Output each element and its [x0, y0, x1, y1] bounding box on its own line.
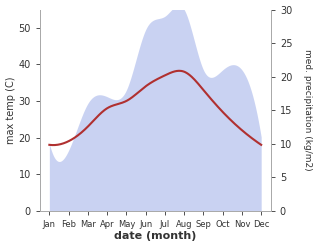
X-axis label: date (month): date (month): [114, 231, 197, 242]
Y-axis label: med. precipitation (kg/m2): med. precipitation (kg/m2): [303, 49, 313, 171]
Y-axis label: max temp (C): max temp (C): [5, 76, 16, 144]
